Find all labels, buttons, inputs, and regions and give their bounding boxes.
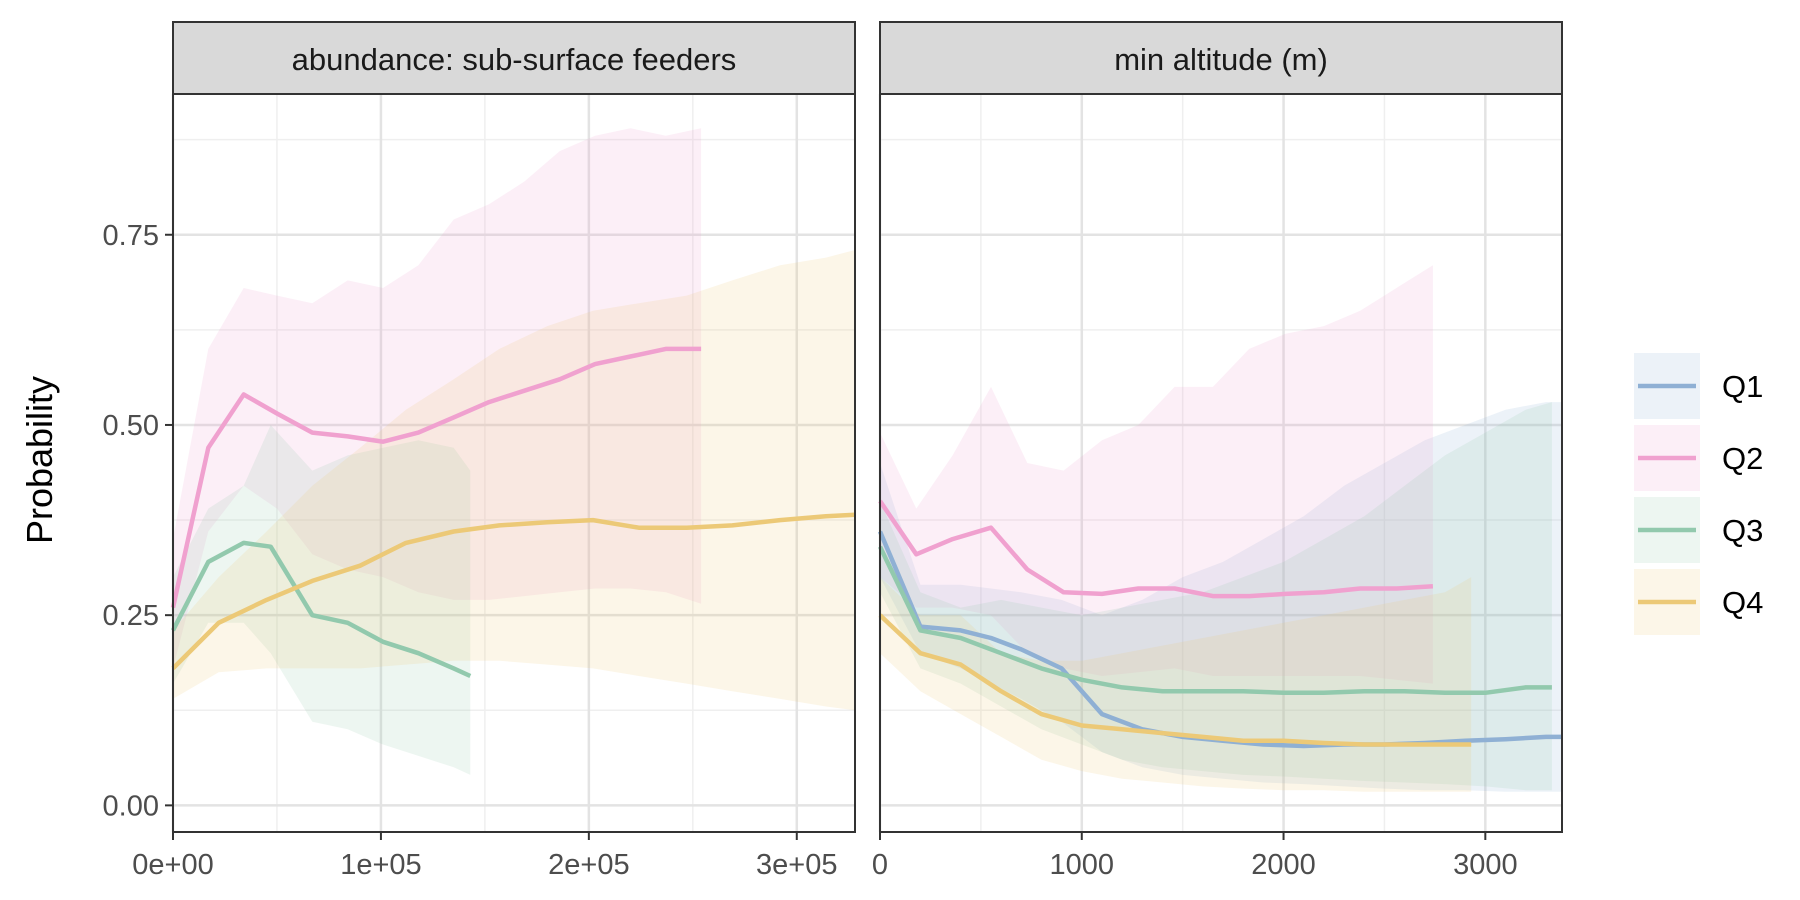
x-tick-label: 1000	[1050, 849, 1115, 881]
panel-axes: 0.00 0.25 0.50 0.75 0e+00 1e+05 2e+05 3e+05	[103, 220, 838, 881]
y-tick-label: 0.00	[103, 790, 159, 822]
x-tick-label: 0	[872, 849, 888, 881]
ribbon-q4	[173, 250, 855, 711]
line-q2	[878, 499, 1434, 599]
panel-border	[172, 93, 856, 833]
x-tick-label: 2e+05	[548, 849, 629, 881]
x-tick-label: 0e+00	[132, 849, 213, 881]
line-q4	[171, 512, 856, 670]
x-tick-label: 3e+05	[756, 849, 837, 881]
line-q4	[878, 613, 1472, 747]
x-tick-label: 2000	[1251, 849, 1316, 881]
ribbon-q3	[173, 425, 471, 775]
y-tick-label: 0.50	[103, 410, 159, 442]
legend: Q1 Q2 Q3 Q4	[1634, 353, 1763, 635]
legend-label: Q1	[1722, 369, 1763, 404]
panel-grid	[171, 94, 855, 832]
legend-item-q2: Q2	[1634, 425, 1763, 491]
legend-label: Q3	[1722, 513, 1763, 548]
panel-lines	[877, 499, 1562, 749]
legend-label: Q2	[1722, 441, 1763, 476]
panel-ribbons	[173, 128, 855, 775]
ribbon-q2	[173, 128, 702, 669]
legend-label: Q4	[1722, 585, 1763, 620]
line-q3	[170, 540, 472, 679]
y-tick-label: 0.75	[103, 220, 159, 252]
panel-axes: 0 1000 2000 3000	[872, 832, 1518, 881]
x-tick-label: 1e+05	[340, 849, 421, 881]
panel-min-altitude: min altitude (m) 0 1000 2000 3000	[872, 21, 1563, 881]
legend-item-q1: Q1	[1634, 353, 1763, 419]
panel-strip	[172, 21, 856, 95]
panel-abundance: abundance: sub-surface feeders 0.000.250…	[103, 21, 856, 881]
ribbon-q2	[880, 265, 1433, 684]
panel-lines	[170, 346, 856, 679]
panel-background	[880, 94, 1562, 832]
panel-border	[879, 93, 1563, 833]
panel-title: abundance: sub-surface feeders	[292, 42, 737, 77]
legend-item-q4: Q4	[1634, 569, 1763, 635]
y-tick-label: 0.25	[103, 600, 159, 632]
panel-background	[173, 94, 855, 832]
panel-title: min altitude (m)	[1114, 42, 1328, 77]
ribbon-q4	[880, 577, 1472, 792]
panel-strip	[879, 21, 1563, 95]
line-q3	[877, 545, 1552, 696]
panel-grid	[878, 94, 1562, 832]
x-tick-label: 3000	[1453, 849, 1518, 881]
legend-item-q3: Q3	[1634, 497, 1763, 563]
y-axis-title: Probability	[19, 376, 60, 544]
line-q2	[170, 346, 702, 609]
